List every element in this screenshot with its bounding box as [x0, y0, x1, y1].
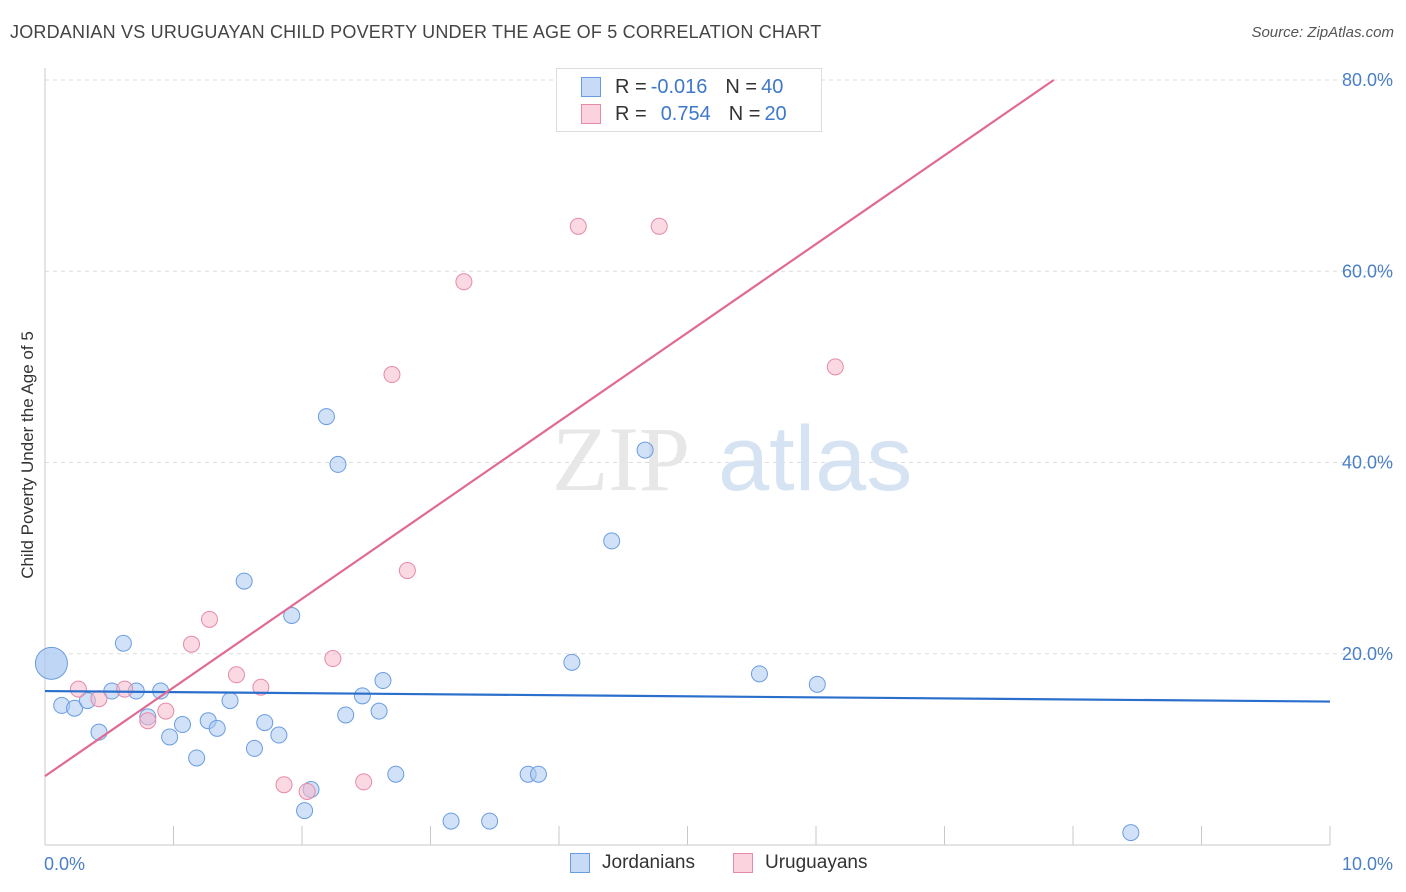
series-legend: Jordanians Uruguayans: [0, 852, 1406, 878]
point-jordanians: [317, 408, 335, 426]
legend-n-label: N =: [728, 102, 761, 125]
point-uruguayans: [383, 366, 401, 384]
point-jordanians: [173, 716, 191, 734]
point-jordanians: [337, 706, 355, 724]
legend-n-value-uruguayans: 20: [764, 102, 787, 125]
point-jordanians: [1122, 824, 1140, 842]
legend-n-value-jordanians: 40: [761, 75, 784, 98]
point-jordanians: [66, 699, 84, 717]
point-jordanians: [221, 692, 239, 710]
point-uruguayans: [826, 358, 844, 376]
point-uruguayans: [398, 562, 416, 580]
trend-lines: [44, 79, 1331, 778]
series-legend-label-jordanians: Jordanians: [602, 852, 695, 873]
point-jordanians: [808, 675, 826, 693]
point-jordanians: [270, 726, 288, 744]
point-jordanians: [529, 765, 547, 783]
point-uruguayans: [324, 650, 342, 668]
legend-n-label: N =: [725, 75, 758, 98]
legend-r-label: R =: [615, 75, 647, 98]
legend-r-value-uruguayans: 0.754: [660, 102, 711, 125]
watermark-zip: ZIP: [552, 408, 690, 510]
point-jordanians: [481, 812, 499, 830]
point-jordanians: [353, 687, 371, 705]
series-swatch-uruguayans: [733, 853, 753, 873]
point-uruguayans: [200, 610, 218, 628]
series-legend-jordanians[interactable]: Jordanians: [570, 852, 695, 874]
point-jordanians: [235, 572, 253, 590]
point-jordanians: [442, 812, 460, 830]
point-uruguayans: [182, 635, 200, 653]
series-legend-label-uruguayans: Uruguayans: [765, 852, 868, 873]
point-uruguayans: [650, 217, 668, 235]
legend-swatch-uruguayans: [581, 104, 601, 124]
point-jordanians: [283, 607, 301, 624]
legend-r-label: R =: [615, 102, 647, 125]
point-jordanians: [208, 719, 226, 737]
point-jordanians: [603, 532, 621, 550]
tick-labels: 20.0% 40.0% 60.0% 80.0% 0.0% 10.0%: [44, 70, 1393, 874]
legend-row-uruguayans: R = 0.754 N = 20: [581, 102, 787, 126]
trend-line-uruguayans: [44, 79, 1055, 778]
source-label: Source: ZipAtlas.com: [1251, 24, 1394, 41]
point-jordanians: [563, 653, 581, 671]
point-jordanians: [161, 728, 179, 746]
data-points: [34, 217, 1140, 842]
point-jordanians: [296, 802, 314, 820]
point-jordanians: [34, 646, 68, 680]
y-tick-label: 20.0%: [1342, 644, 1393, 664]
legend-r-value-jordanians: -0.016: [650, 75, 708, 98]
point-jordanians: [636, 441, 654, 459]
chart-title: JORDANIAN VS URUGUAYAN CHILD POVERTY UND…: [10, 22, 822, 42]
point-uruguayans: [355, 773, 373, 791]
series-swatch-jordanians: [570, 853, 590, 873]
point-jordanians: [114, 634, 132, 652]
x-tick-label: 10.0%: [1342, 854, 1393, 874]
point-uruguayans: [298, 782, 316, 800]
point-jordanians: [188, 749, 206, 767]
point-jordanians: [256, 714, 274, 732]
legend-swatch-jordanians: [581, 77, 601, 97]
trend-line-jordanians: [44, 689, 1331, 703]
axes: [44, 68, 1331, 846]
y-tick-label: 40.0%: [1342, 453, 1393, 473]
point-jordanians: [370, 702, 388, 720]
watermark-atlas: atlas: [718, 408, 912, 510]
point-uruguayans: [116, 680, 134, 698]
y-tick-label: 60.0%: [1342, 261, 1393, 281]
point-uruguayans: [569, 217, 587, 235]
point-uruguayans: [275, 776, 293, 794]
point-uruguayans: [227, 666, 245, 684]
point-jordanians: [750, 665, 768, 683]
point-uruguayans: [252, 678, 270, 696]
point-jordanians: [374, 672, 392, 690]
x-tick-label: 0.0%: [44, 854, 85, 874]
grid-lines: [45, 79, 1392, 655]
legend-row-jordanians: R = -0.016 N = 40: [581, 75, 783, 99]
watermark: ZIP atlas: [552, 408, 912, 510]
point-jordanians: [387, 765, 405, 783]
point-jordanians: [329, 455, 347, 473]
point-uruguayans: [455, 273, 473, 291]
point-uruguayans: [157, 702, 175, 720]
y-tick-label: 80.0%: [1342, 70, 1393, 90]
point-uruguayans: [69, 680, 87, 698]
point-jordanians: [245, 739, 263, 757]
point-uruguayans: [90, 690, 108, 708]
point-uruguayans: [139, 712, 157, 730]
series-legend-uruguayans[interactable]: Uruguayans: [733, 852, 867, 874]
stats-legend: R = -0.016 N = 40 R = 0.754 N = 20: [556, 68, 822, 132]
